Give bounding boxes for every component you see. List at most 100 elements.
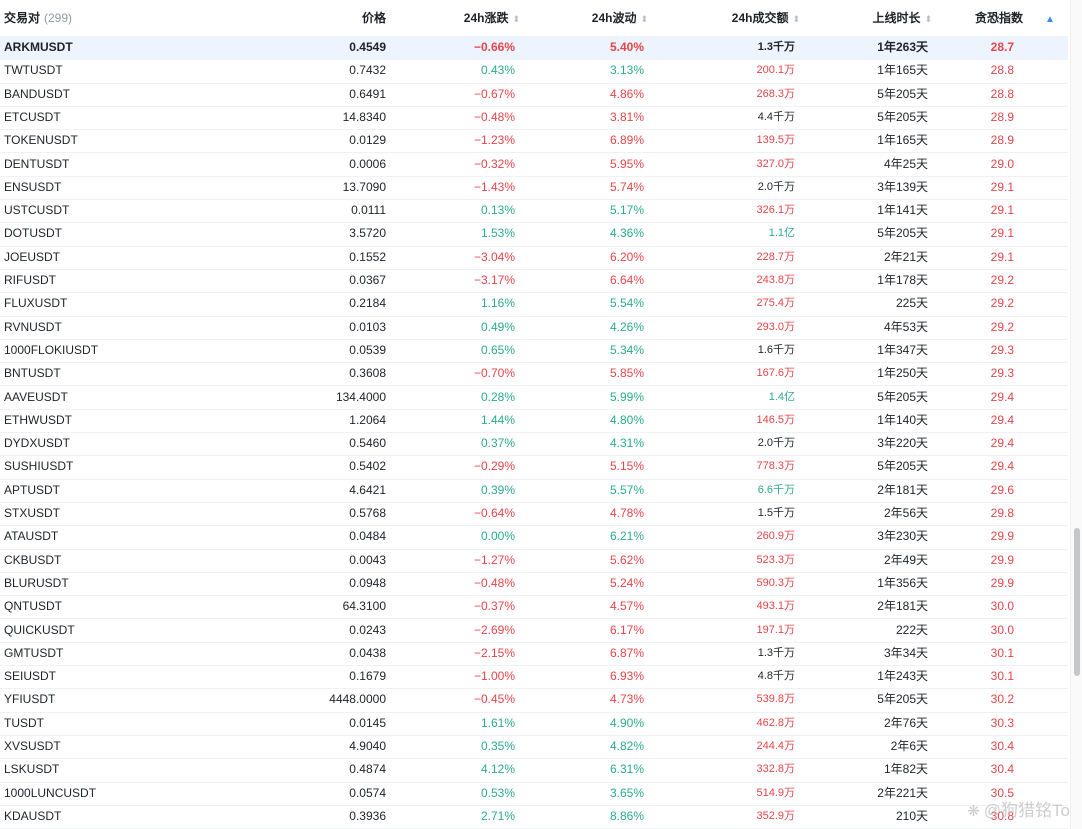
change-cell: 4.12% [480, 762, 515, 777]
volatility-cell: 3.81% [609, 109, 644, 124]
table-row[interactable]: TOKENUSDT 0.0129 −1.23% 6.89% 139.5万 1年165天 28… [0, 129, 1068, 154]
listing-age-cell: 5年205天 [877, 226, 928, 241]
header-age[interactable]: 上线时长 ⬍ [820, 0, 932, 36]
table-row[interactable]: GMTUSDT 0.0438 −2.15% 6.87% 1.3千万 3年34天 30.1 [0, 642, 1068, 667]
volatility-cell: 6.64% [609, 273, 644, 287]
sort-icon[interactable]: ⬍ [792, 14, 800, 24]
pair-symbol: RIFUSDT [4, 273, 56, 287]
header-amount[interactable]: 24h成交额 ⬍ [660, 0, 800, 36]
header-change[interactable]: 24h涨跌 ⬍ [420, 0, 520, 36]
fear-index-cell: 28.7 [990, 40, 1014, 54]
sort-ascending-icon[interactable]: ▲ [1045, 14, 1055, 25]
fear-index-cell: 28.8 [990, 86, 1014, 101]
fear-index-cell: 30.0 [990, 599, 1014, 614]
amount-cell: 139.5万 [756, 134, 795, 147]
table-row[interactable]: TUSDT 0.0145 1.61% 4.90% 462.8万 2年76天 30.3 [0, 712, 1068, 736]
fear-index-cell: 30.1 [990, 645, 1014, 660]
listing-age-cell: 3年230天 [877, 529, 928, 544]
table-row[interactable]: 1000LUNCUSDT 0.0574 0.53% 3.65% 514.9万 2年221天… [0, 782, 1068, 806]
pair-symbol: ATAUSDT [4, 529, 59, 544]
amount-cell: 590.3万 [756, 576, 795, 589]
table-row[interactable]: ENSUSDT 13.7090 −1.43% 5.74% 2.0千万 3年139天 29.1 [0, 176, 1068, 201]
table-row[interactable]: XVSUSDT 4.9040 0.35% 4.82% 244.4万 2年6天 30.4 [0, 735, 1068, 760]
table-row[interactable]: STXUSDT 0.5768 −0.64% 4.78% 1.5千万 2年56天 29.8 [0, 502, 1068, 527]
change-cell: 0.13% [480, 203, 515, 218]
table-row[interactable]: FLUXUSDT 0.2184 1.16% 5.54% 275.4万 225天 29.2 [0, 292, 1068, 317]
table-row[interactable]: RIFUSDT 0.0367 −3.17% 6.64% 243.8万 1年178天 29.2 [0, 269, 1068, 294]
table-row[interactable]: QNTUSDT 64.3100 −0.37% 4.57% 493.1万 2年181天 30.… [0, 595, 1068, 620]
table-row[interactable]: AAVEUSDT 134.4000 0.28% 5.99% 1.4亿 5年205天 29.4 [0, 386, 1068, 410]
table-row[interactable]: YFIUSDT 4448.0000 −0.45% 4.73% 539.8万 5年205天 3… [0, 688, 1068, 713]
volatility-cell: 5.99% [609, 389, 644, 404]
header-amount-label: 24h成交额 [731, 11, 789, 25]
scrollbar[interactable] [1070, 0, 1082, 829]
amount-cell: 268.3万 [756, 87, 795, 100]
price-cell: 0.5460 [349, 436, 386, 451]
listing-age-cell: 1年82天 [883, 762, 928, 777]
sort-icon[interactable]: ⬍ [924, 14, 932, 24]
table-row[interactable]: BNTUSDT 0.3608 −0.70% 5.85% 167.6万 1年250天 29.3 [0, 362, 1068, 387]
price-cell: 0.0574 [349, 785, 386, 800]
header-pair[interactable]: 交易对 (299) [4, 0, 72, 36]
amount-cell: 778.3万 [756, 460, 795, 473]
table-row[interactable]: ETHWUSDT 1.2064 1.44% 4.80% 146.5万 1年140天 29.4 [0, 409, 1068, 434]
listing-age-cell: 1年141天 [877, 203, 928, 218]
fear-index-cell: 30.1 [990, 669, 1014, 684]
table-row[interactable]: BANDUSDT 0.6491 −0.67% 4.86% 268.3万 5年205天 28.… [0, 83, 1068, 107]
listing-age-cell: 1年140天 [877, 412, 928, 427]
price-cell: 4448.0000 [329, 692, 386, 707]
table-row[interactable]: QUICKUSDT 0.0243 −2.69% 6.17% 197.1万 222天 30.0 [0, 619, 1068, 643]
pair-symbol: USTCUSDT [4, 203, 70, 218]
table-row[interactable]: CKBUSDT 0.0043 −1.27% 5.62% 523.3万 2年49天 29.9 [0, 549, 1068, 573]
table-row[interactable]: 1000FLOKIUSDT 0.0539 0.65% 5.34% 1.6千万 1年347天… [0, 339, 1068, 364]
price-cell: 0.6491 [349, 86, 386, 101]
header-volatility[interactable]: 24h波动 ⬍ [540, 0, 648, 36]
amount-cell: 1.1亿 [768, 227, 795, 240]
table-row[interactable]: DENTUSDT 0.0006 −0.32% 5.95% 327.0万 4年25天 29.0 [0, 153, 1068, 177]
volatility-cell: 5.57% [609, 482, 644, 497]
table-row[interactable]: ATAUSDT 0.0484 0.00% 6.21% 260.9万 3年230天 29.9 [0, 525, 1068, 550]
table-row[interactable]: BLURUSDT 0.0948 −0.48% 5.24% 590.3万 1年356天 29.… [0, 572, 1068, 597]
volatility-cell: 6.21% [609, 529, 644, 544]
listing-age-cell: 2年181天 [877, 599, 928, 614]
listing-age-cell: 3年139天 [877, 179, 928, 194]
fear-index-cell: 29.2 [990, 273, 1014, 287]
price-cell: 0.0484 [349, 529, 386, 544]
amount-cell: 327.0万 [756, 157, 795, 170]
table-row[interactable]: TWTUSDT 0.7432 0.43% 3.13% 200.1万 1年165天 28.8 [0, 59, 1068, 84]
scrollbar-thumb[interactable] [1074, 528, 1080, 676]
listing-age-cell: 1年263天 [877, 40, 928, 54]
price-cell: 0.0043 [349, 552, 386, 567]
change-cell: −1.00% [473, 669, 515, 684]
table-row[interactable]: JOEUSDT 0.1552 −3.04% 6.20% 228.7万 2年21天 29.1 [0, 246, 1068, 270]
table-row[interactable]: DOTUSDT 3.5720 1.53% 4.36% 1.1亿 5年205天 29.1 [0, 222, 1068, 247]
table-row[interactable]: ARKMUSDT 0.4549 −0.66% 5.40% 1.3千万 1年263天 28.7 [0, 36, 1068, 61]
table-row[interactable]: RVNUSDT 0.0103 0.49% 4.26% 293.0万 4年53天 29.2 [0, 316, 1068, 340]
change-cell: −3.17% [473, 273, 515, 287]
amount-cell: 275.4万 [756, 297, 795, 310]
sort-icon[interactable]: ⬍ [512, 14, 520, 24]
volatility-cell: 8.86% [609, 808, 644, 823]
header-price-label: 价格 [361, 11, 386, 25]
table-row[interactable]: APTUSDT 4.6421 0.39% 5.57% 6.6千万 2年181天 29.6 [0, 479, 1068, 503]
fear-index-cell: 29.9 [990, 552, 1014, 567]
header-price[interactable]: 价格 [300, 0, 386, 36]
table-row[interactable]: SUSHIUSDT 0.5402 −0.29% 5.15% 778.3万 5年205天 29… [0, 455, 1068, 480]
table-row[interactable]: LSKUSDT 0.4874 4.12% 6.31% 332.8万 1年82天 30.4 [0, 758, 1068, 783]
table-row[interactable]: ETCUSDT 14.8340 −0.48% 3.81% 4.4千万 5年205天 28.9 [0, 106, 1068, 131]
table-row[interactable]: USTCUSDT 0.0111 0.13% 5.17% 326.1万 1年141天 29.1 [0, 199, 1068, 224]
header-fear[interactable]: 贪恐指数 ▲ [975, 0, 1065, 36]
table-row[interactable]: KDAUSDT 0.3936 2.71% 8.86% 352.9万 210天 30.8 [0, 805, 1068, 829]
volatility-cell: 5.54% [609, 296, 644, 311]
volatility-cell: 5.15% [609, 459, 644, 474]
table-row[interactable]: SEIUSDT 0.1679 −1.00% 6.93% 4.8千万 1年243天 30.1 [0, 665, 1068, 690]
amount-cell: 260.9万 [756, 530, 795, 543]
volatility-cell: 6.89% [609, 133, 644, 148]
volatility-cell: 4.90% [609, 715, 644, 730]
change-cell: −0.37% [473, 599, 515, 614]
pair-symbol: DYDXUSDT [4, 436, 71, 451]
table-row[interactable]: DYDXUSDT 0.5460 0.37% 4.31% 2.0千万 3年220天 29.4 [0, 432, 1068, 457]
sort-icon[interactable]: ⬍ [640, 14, 648, 24]
amount-cell: 6.6千万 [757, 483, 795, 496]
